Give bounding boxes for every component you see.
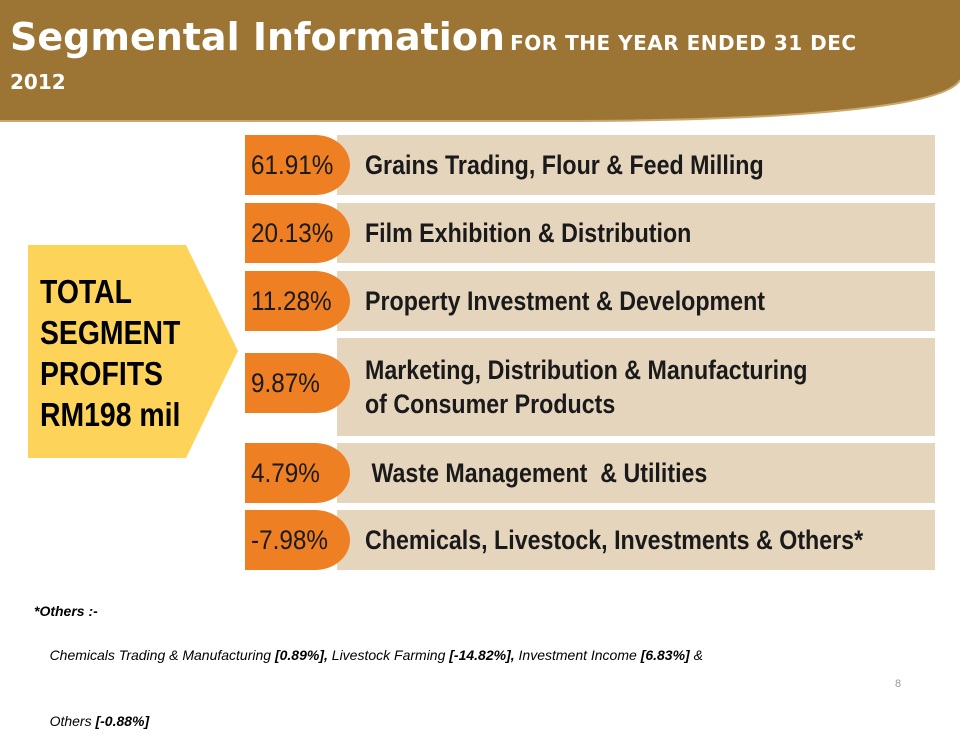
segment-label: Marketing, Distribution & Manufacturing … [365,338,807,436]
total-amount: RM198 mil [40,396,181,433]
segment-pill [245,271,355,331]
segment-box [337,338,935,436]
segment-percent: 9.87% [251,367,320,398]
footnote-item-value: [0.89%], [274,647,328,663]
segment-box [337,271,935,331]
segment-label-line: Property Investment & Development [365,286,766,316]
segment-box [337,135,935,195]
segment-label-line: Waste Management & Utilities [365,458,708,488]
segment-label: Property Investment & Development [365,271,765,331]
segment-label: Chemicals, Livestock, Investments & Othe… [365,510,863,570]
segment-pill [245,353,355,413]
footnote-item-value: [-0.88%] [95,713,150,729]
segment-row: 11.28% Property Investment & Development [245,271,935,331]
segment-label-line: Film Exhibition & Distribution [365,218,692,248]
segment-percent: 4.79% [251,457,320,488]
total-label: TOTAL SEGMENT PROFITS RM198 mil [40,271,186,435]
title-year: 2012 [10,70,66,94]
segment-pill [245,203,355,263]
others-footnote: *Others :- Chemicals Trading & Manufactu… [34,600,894,754]
segment-row: 4.79% Waste Management & Utilities [245,443,935,503]
segment-row: -7.98% Chemicals, Livestock, Investments… [245,510,935,570]
footnote-item-name: Livestock Farming [327,647,450,663]
footnote-connector: & [689,647,703,663]
segment-label-line: Chemicals, Livestock, Investments & Othe… [365,525,864,555]
segment-row: 61.91% Grains Trading, Flour & Feed Mill… [245,135,935,195]
total-line: TOTAL [40,273,132,310]
page-title: Segmental Information FOR THE YEAR ENDED… [10,18,910,56]
segment-label: Waste Management & Utilities [365,443,707,503]
segment-box [337,203,935,263]
segment-label: Film Exhibition & Distribution [365,203,691,263]
banner-shape [0,0,960,122]
segment-row: 20.13% Film Exhibition & Distribution [245,203,935,263]
segment-percent: 20.13% [251,217,334,248]
segment-label-line: Grains Trading, Flour & Feed Milling [365,150,764,180]
segment-label-line: of Consumer Products [365,389,616,419]
segment-percent: -7.98% [251,524,329,555]
segment-pill [245,443,355,503]
title-subtitle: FOR THE YEAR ENDED 31 DEC [510,31,857,55]
title-main: Segmental Information [10,15,505,59]
page-number: 8 [895,678,902,690]
footnote-item-name: Chemicals Trading & Manufacturing [49,647,275,663]
footnote-item-name: Others [49,713,96,729]
footnote-item-value: [6.83%] [640,647,690,663]
total-segment-profits: TOTAL SEGMENT PROFITS RM198 mil [28,245,242,458]
total-line: SEGMENT [40,314,181,351]
footnote-item-name: Investment Income [514,647,641,663]
segment-box [337,443,935,503]
segment-box [337,510,935,570]
segment-pill [245,135,355,195]
segment-percent: 11.28% [251,285,332,316]
footnote-item-value: [-14.82%], [449,647,515,663]
segment-label: Grains Trading, Flour & Feed Milling [365,135,764,195]
footnote-heading: *Others :- [34,603,98,619]
segment-pill [245,510,355,570]
header-banner: Segmental Information FOR THE YEAR ENDED… [0,0,960,125]
segment-percent: 61.91% [251,149,334,180]
total-line: PROFITS [40,355,163,392]
segment-label-line: Marketing, Distribution & Manufacturing [365,355,808,385]
segment-row: 9.87% Marketing, Distribution & Manufact… [245,338,935,436]
total-arrow-shape [28,245,238,458]
